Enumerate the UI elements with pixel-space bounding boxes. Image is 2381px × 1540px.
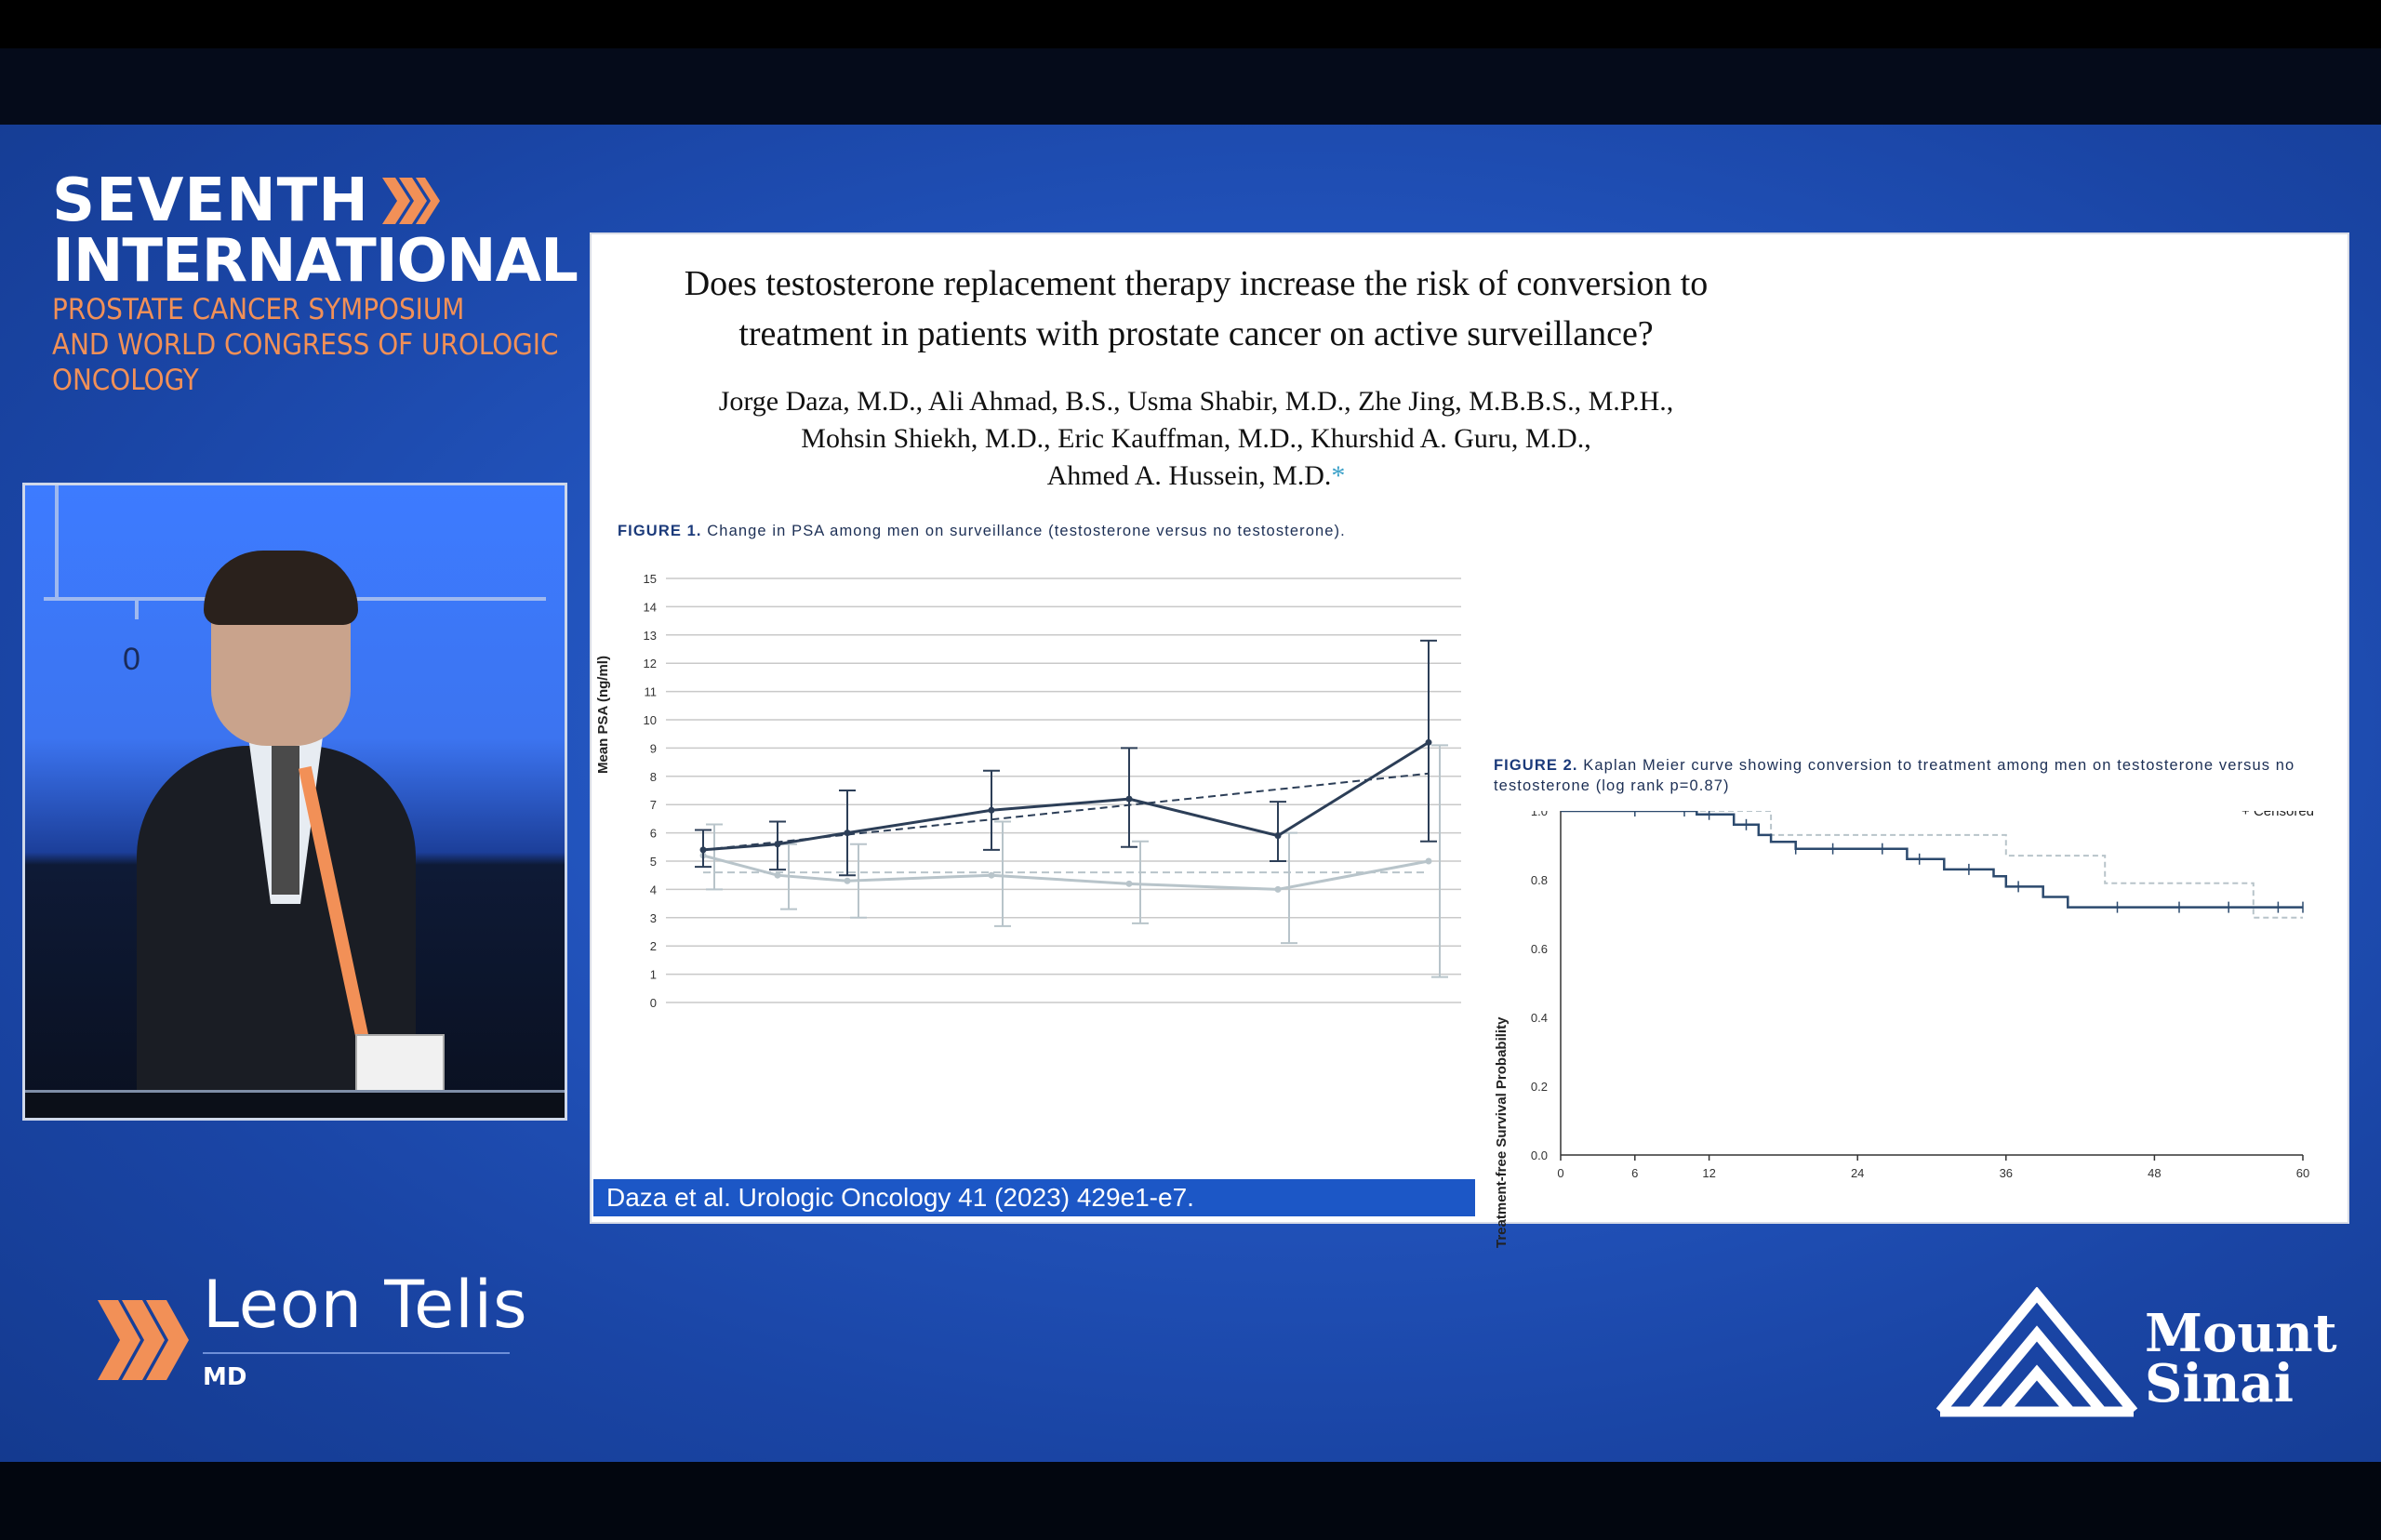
logo-text-mount: Mount bbox=[2145, 1303, 2337, 1364]
data-point bbox=[1425, 857, 1432, 865]
y-tick-label: 9 bbox=[650, 741, 657, 755]
data-point bbox=[1425, 738, 1432, 746]
y-tick-label: 0 bbox=[650, 996, 657, 1010]
slide-title: Does testosterone replacement therapy in… bbox=[684, 264, 1709, 353]
y-tick-label: 10 bbox=[644, 713, 657, 727]
y-tick-label: 0.8 bbox=[1531, 873, 1548, 887]
logo-text-sinai: Sinai bbox=[2145, 1353, 2294, 1414]
brand-line-1: SEVENTH bbox=[52, 171, 592, 231]
data-point bbox=[699, 846, 707, 854]
y-tick-label: 3 bbox=[650, 911, 657, 925]
mountain-logo-icon bbox=[1935, 1287, 2138, 1417]
speaker-degree: MD bbox=[203, 1363, 247, 1391]
data-point bbox=[844, 830, 851, 837]
y-tick-label: 5 bbox=[650, 855, 657, 869]
symposium-branding: SEVENTH INTERNATIONAL PROSTATE CANCER SY… bbox=[52, 171, 592, 398]
x-tick-label: 60 bbox=[2296, 1166, 2309, 1180]
letterbox-bottom bbox=[0, 1462, 2381, 1540]
data-point bbox=[988, 871, 995, 879]
presentation-stage: SEVENTH INTERNATIONAL PROSTATE CANCER SY… bbox=[0, 125, 2381, 1462]
data-point bbox=[988, 806, 995, 814]
y-tick-label: 6 bbox=[650, 827, 657, 841]
letterbox-top bbox=[0, 0, 2381, 48]
x-tick-label: 12 bbox=[1702, 1166, 1715, 1180]
series-line bbox=[702, 741, 1430, 852]
y-tick-label: 14 bbox=[644, 600, 657, 614]
citation-bar: Daza et al. Urologic Oncology 41 (2023) … bbox=[593, 1179, 1475, 1216]
y-tick-label: 1 bbox=[650, 968, 657, 982]
video-axis-label: 0 bbox=[123, 642, 140, 677]
y-tick-label: 0.0 bbox=[1531, 1148, 1548, 1162]
name-divider bbox=[203, 1352, 510, 1354]
speaker-video: 0 bbox=[22, 483, 567, 1121]
data-point bbox=[774, 841, 781, 848]
chevron-triple-icon bbox=[98, 1300, 189, 1380]
y-tick-label: 1.0 bbox=[1531, 811, 1548, 818]
legend-censored: + Censored bbox=[2241, 811, 2314, 819]
y-tick-label: 2 bbox=[650, 939, 657, 953]
y-tick-label: 13 bbox=[644, 629, 657, 643]
figure2-caption: FIGURE 2. Kaplan Meier curve showing con… bbox=[1494, 757, 2295, 794]
brand-line-4: AND WORLD CONGRESS OF UROLOGIC ONCOLOGY bbox=[52, 328, 559, 397]
speaker-name: Leon Telis bbox=[203, 1267, 528, 1343]
y-tick-label: 11 bbox=[645, 685, 658, 699]
data-point bbox=[1125, 880, 1133, 887]
figure2-km-chart: 0.0 0.2 0.4 0.6 0.8 1.0 0 6 12 24 36 48 60 + Censored bbox=[1531, 811, 2314, 1180]
km-curve bbox=[1561, 811, 2303, 909]
data-point bbox=[844, 877, 851, 884]
slide-content: Does testosterone replacement therapy in… bbox=[590, 232, 2349, 1248]
data-point bbox=[1125, 795, 1133, 803]
mount-sinai-logo: Mount Sinai bbox=[1935, 1287, 2337, 1436]
data-point bbox=[1274, 885, 1282, 893]
slide-authors: Jorge Daza, M.D., Ali Ahmad, B.S., Usma … bbox=[718, 386, 1674, 491]
brand-line-2: INTERNATIONAL bbox=[52, 227, 579, 296]
x-tick-label: 36 bbox=[2000, 1166, 2013, 1180]
y-tick-label: 0.6 bbox=[1531, 942, 1548, 956]
km-curve bbox=[1561, 811, 2303, 919]
podium bbox=[25, 1090, 565, 1118]
data-point bbox=[1274, 832, 1282, 840]
y-tick-label: 12 bbox=[644, 657, 657, 670]
author-asterisk: * bbox=[1331, 460, 1346, 491]
x-tick-label: 24 bbox=[1851, 1166, 1864, 1180]
header-strip bbox=[0, 48, 2381, 125]
x-tick-label: 0 bbox=[1557, 1166, 1563, 1180]
x-tick-label: 48 bbox=[2148, 1166, 2161, 1180]
x-tick-label: 6 bbox=[1631, 1166, 1638, 1180]
figure1-caption: FIGURE 1. Change in PSA among men on sur… bbox=[618, 523, 1346, 539]
y-tick-label: 0.4 bbox=[1531, 1011, 1548, 1025]
y-tick-label: 7 bbox=[650, 798, 657, 812]
brand-line-3: PROSTATE CANCER SYMPOSIUM bbox=[52, 293, 465, 326]
data-point bbox=[774, 871, 781, 879]
y-tick-label: 4 bbox=[650, 883, 657, 896]
y-tick-label: 0.2 bbox=[1531, 1080, 1548, 1094]
y-tick-label: 8 bbox=[650, 770, 657, 784]
chevron-double-icon bbox=[381, 178, 440, 224]
y-tick-label: 15 bbox=[644, 572, 657, 586]
